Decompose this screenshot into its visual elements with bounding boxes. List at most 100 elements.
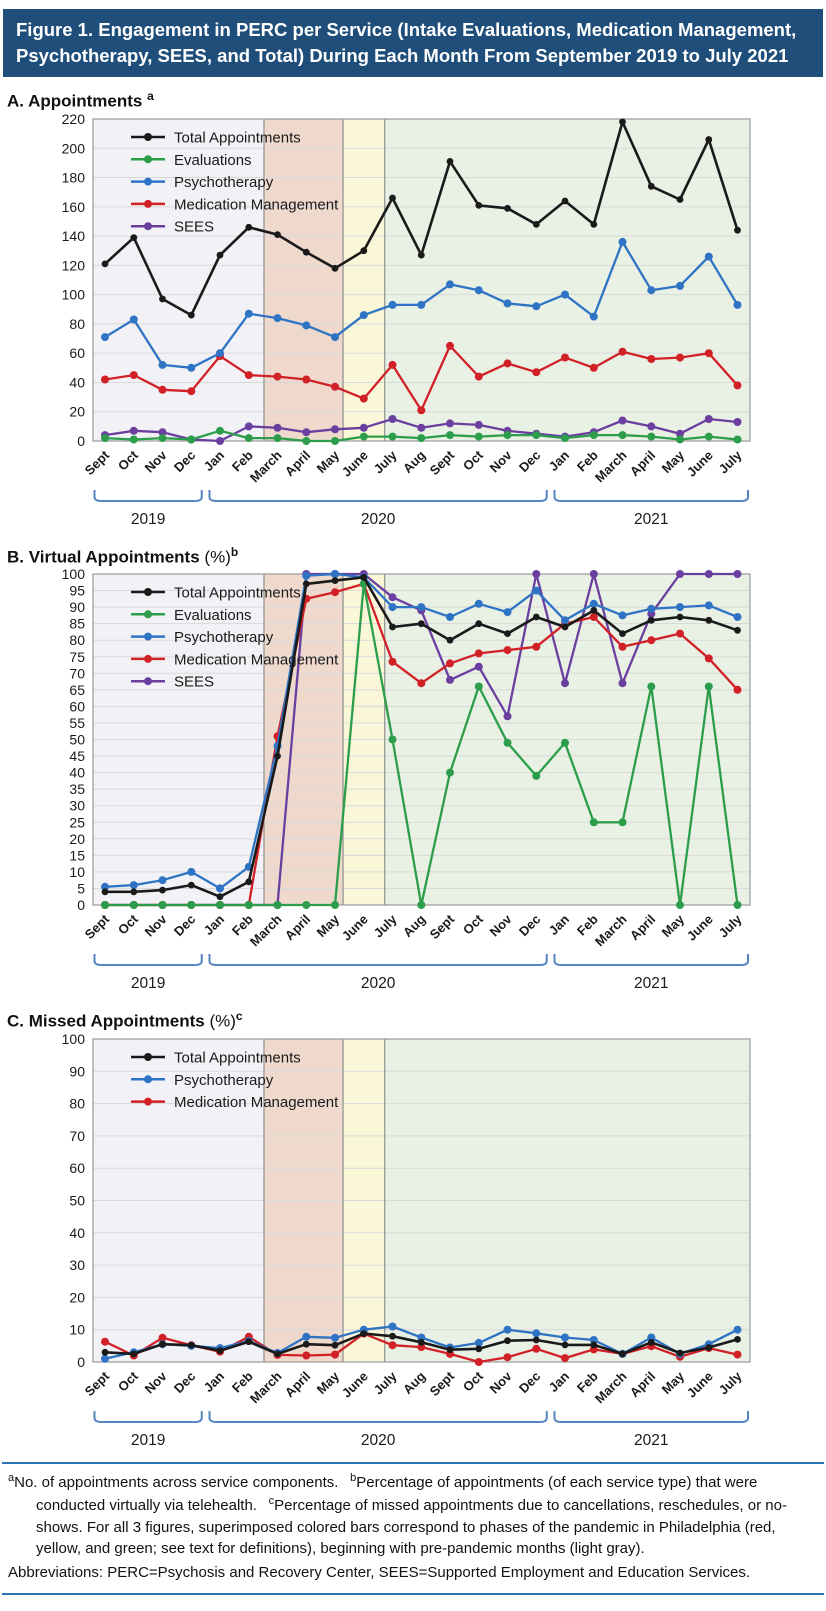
x-tick-label: Nov [487,447,516,476]
x-tick-label: Dec [516,1369,543,1396]
y-tick-label: 80 [69,1096,85,1112]
data-point [388,300,397,309]
data-point [388,735,397,744]
x-tick-label: Sept [427,1368,458,1399]
x-tick-label: July [371,911,401,941]
legend-marker-dot [144,1075,152,1084]
y-tick-label: 60 [69,1160,85,1176]
x-tick-label: March [592,447,630,485]
data-point [589,818,598,827]
y-tick-label: 200 [62,140,86,156]
data-point [331,570,339,579]
data-point [474,1338,483,1347]
footnote-text-a: No. of appointments across service compo… [14,1474,351,1491]
x-tick-label: May [659,911,688,940]
legend-label: Psychotherapy [174,629,274,646]
data-point [503,1325,512,1334]
x-tick-label: July [371,1368,401,1398]
chart-c: 0 10 20 30 40 50 60 70 80 90 100 Sept Oct Nov Dec Jan Fe… [0,1031,826,1454]
data-point [561,616,569,625]
data-point [417,300,426,309]
year-label-2021: 2021 [634,1432,668,1449]
legend-marker-dot [144,588,152,597]
data-point [561,679,569,688]
x-tick-label: Aug [400,1368,429,1397]
legend-item-evaluations: Evaluations [131,151,252,168]
y-tick-label: 0 [77,433,85,449]
x-tick-label: April [627,912,659,944]
data-point [474,600,483,609]
x-tick-label: Dec [516,447,543,474]
y-tick-label: 20 [69,403,85,419]
data-point [158,427,167,436]
y-tick-label: 60 [69,345,85,361]
data-point [733,381,742,390]
data-point [733,613,742,622]
legend-marker-dot [144,154,152,163]
data-point [618,643,627,652]
chart-b-title: B. Virtual Appointments [7,547,200,567]
data-point [618,237,627,246]
pandemic-band-1 [263,118,344,441]
y-tick-label: 100 [62,286,86,302]
series-total-appointments [101,118,741,319]
data-point [561,623,569,631]
legend-item-medication-management: Medication Management [131,196,339,213]
data-point [532,772,541,781]
data-point [216,436,224,445]
data-point [704,601,713,610]
data-point [561,353,569,362]
y-tick-label: 100 [62,568,86,582]
x-tick-label: Oct [115,911,141,937]
data-point [733,686,742,695]
figure-title-banner: Figure 1. Engagement in PERC per Service… [3,9,823,78]
x-tick-label: Sept [82,447,113,478]
data-point [274,230,281,238]
data-point [475,201,483,209]
x-tick-label: May [314,911,343,940]
data-point [360,574,368,582]
data-point [704,432,713,441]
x-tick-label: July [716,1368,746,1398]
data-point [187,882,195,889]
data-point [589,430,598,439]
chart-a: 0 20 40 60 80 100 120 140 160 180 200 220 Sept Oct Nov… [0,111,826,533]
data-point [187,868,196,877]
data-point [129,370,138,379]
chart-c-title-sup: c [235,1009,243,1024]
year-bracket-2021 [553,489,749,502]
chart-b-heading: B. Virtual Appointments (%)b [7,544,239,567]
data-point [647,605,656,614]
data-point [647,432,656,441]
data-point [417,1338,425,1346]
year-bracket-2021 [553,1411,749,1423]
legend-item-total-appointments: Total Appointments [131,1050,301,1067]
legend-label: SEES [174,674,214,691]
footnote-sup-b: b [350,1472,357,1484]
x-tick-label: July [716,911,746,941]
data-point [417,620,425,628]
plot-border [92,1038,751,1363]
data-point [158,385,167,394]
legend-marker-dot [144,655,152,664]
series-evaluations [101,580,742,910]
data-point [676,629,684,638]
data-point [618,679,627,688]
data-point [388,1322,397,1331]
data-point [446,430,454,439]
data-point [216,251,224,259]
x-tick-label: June [339,447,371,479]
data-point [561,290,569,299]
year-bracket-2021 [553,954,749,967]
data-point [244,901,253,910]
pandemic-band-0 [93,118,264,441]
data-point [734,1336,741,1343]
x-tick-label: Jan [201,1368,227,1394]
legend-marker-dot [144,199,152,208]
data-point [704,682,713,691]
data-point [676,1349,684,1357]
data-point [158,876,167,885]
data-point [589,363,598,372]
year-bracket-2019 [93,1411,203,1423]
